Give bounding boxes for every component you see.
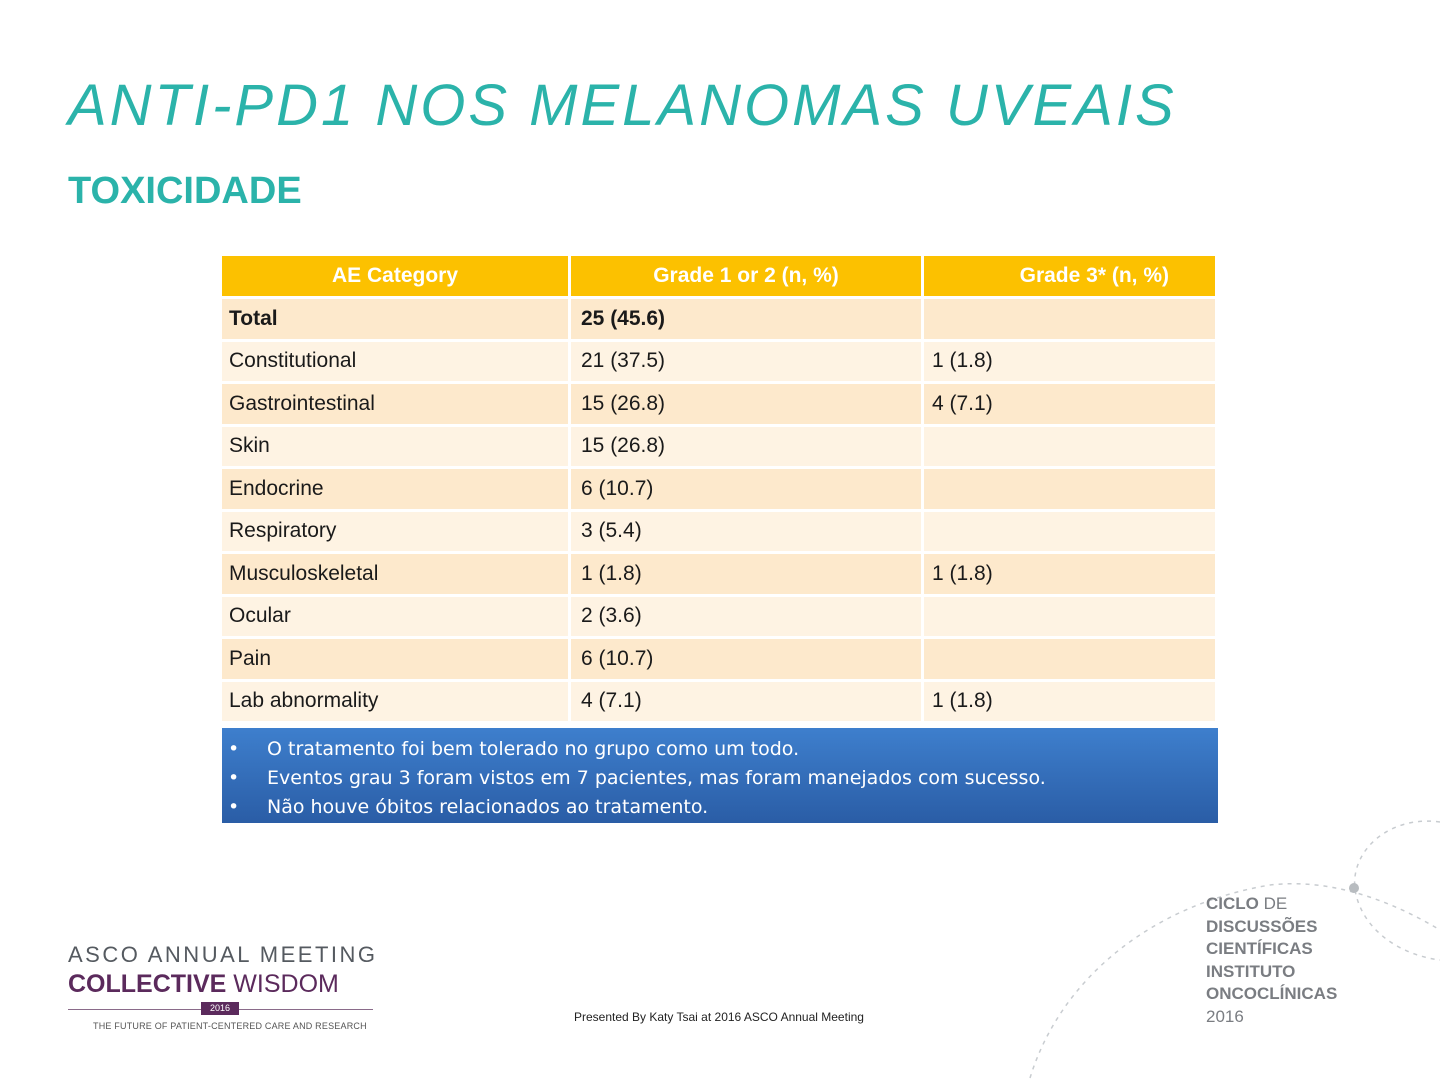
table-row: Musculoskeletal 1 (1.8) 1 (1.8) xyxy=(222,554,1218,597)
cell-grade-3: 1 (1.8) xyxy=(924,341,1218,384)
summary-bullet: O tratamento foi bem tolerado no grupo c… xyxy=(222,735,1218,764)
cell-grade-3 xyxy=(924,511,1218,554)
cell-grade-1-2: 3 (5.4) xyxy=(571,511,924,554)
asco-logo-year-band: 2016 xyxy=(68,1002,373,1016)
table-row: Endocrine 6 (10.7) xyxy=(222,469,1218,512)
table-row: Skin 15 (26.8) xyxy=(222,426,1218,469)
cell-grade-3 xyxy=(924,469,1218,512)
cell-grade-1-2: 15 (26.8) xyxy=(571,384,924,427)
cell-grade-3: 1 (1.8) xyxy=(924,681,1218,724)
cell-grade-1-2: 21 (37.5) xyxy=(571,341,924,384)
ciclo-line4: INSTITUTO xyxy=(1206,961,1296,981)
table-row: Respiratory 3 (5.4) xyxy=(222,511,1218,554)
cell-grade-1-2: 6 (10.7) xyxy=(571,639,924,682)
de-word: DE xyxy=(1263,894,1288,913)
ciclo-year: 2016 xyxy=(1206,1006,1244,1026)
cell-grade-3 xyxy=(924,299,1218,342)
presented-by: Presented By Katy Tsai at 2016 ASCO Annu… xyxy=(574,1010,864,1024)
header-grade-3: Grade 3* (n, %) xyxy=(924,256,1218,299)
decorative-dot xyxy=(1349,883,1359,893)
table-row: Gastrointestinal 15 (26.8) 4 (7.1) xyxy=(222,384,1218,427)
cell-grade-1-2: 6 (10.7) xyxy=(571,469,924,512)
cell-category: Constitutional xyxy=(222,341,571,384)
ciclo-line1: CICLO DE xyxy=(1206,893,1337,916)
cell-grade-3: 4 (7.1) xyxy=(924,384,1218,427)
cell-category: Endocrine xyxy=(222,469,571,512)
asco-logo-year: 2016 xyxy=(201,1002,239,1015)
cell-category: Musculoskeletal xyxy=(222,554,571,597)
cell-grade-1-2: 4 (7.1) xyxy=(571,681,924,724)
cell-grade-1-2: 15 (26.8) xyxy=(571,426,924,469)
asco-logo-line1: ASCO ANNUAL MEETING xyxy=(68,942,378,967)
cell-category: Total xyxy=(222,299,571,342)
cell-category: Pain xyxy=(222,639,571,682)
cell-grade-3 xyxy=(924,596,1218,639)
cell-category: Ocular xyxy=(222,596,571,639)
asco-logo: ASCO ANNUAL MEETING COLLECTIVE WISDOM 20… xyxy=(68,942,378,1031)
table-row: Pain 6 (10.7) xyxy=(222,639,1218,682)
summary-bullet: Eventos grau 3 foram vistos em 7 pacient… xyxy=(222,764,1218,793)
ciclo-line2: DISCUSSÕES xyxy=(1206,916,1318,936)
asco-logo-wisdom: WISDOM xyxy=(233,970,339,998)
asco-logo-tagline: THE FUTURE OF PATIENT-CENTERED CARE AND … xyxy=(93,1021,367,1031)
cell-grade-3 xyxy=(924,639,1218,682)
cell-grade-1-2: 25 (45.6) xyxy=(571,299,924,342)
table-row: Ocular 2 (3.6) xyxy=(222,596,1218,639)
cell-grade-3 xyxy=(924,426,1218,469)
asco-logo-collective: COLLECTIVE xyxy=(68,970,227,998)
ciclo-line3: CIENTÍFICAS xyxy=(1206,939,1313,958)
cell-category: Lab abnormality xyxy=(222,681,571,724)
cell-grade-1-2: 2 (3.6) xyxy=(571,596,924,639)
header-ae-category: AE Category xyxy=(222,256,571,299)
table-row: Constitutional 21 (37.5) 1 (1.8) xyxy=(222,341,1218,384)
toxicity-table: AE Category Grade 1 or 2 (n, %) Grade 3*… xyxy=(222,256,1218,724)
cell-category: Respiratory xyxy=(222,511,571,554)
oncoclinicas-logo: CICLO DE DISCUSSÕES CIENTÍFICAS INSTITUT… xyxy=(1206,893,1337,1028)
cell-category: Gastrointestinal xyxy=(222,384,571,427)
table-row: Lab abnormality 4 (7.1) 1 (1.8) xyxy=(222,681,1218,724)
ciclo-word: CICLO xyxy=(1206,894,1259,913)
cell-grade-3: 1 (1.8) xyxy=(924,554,1218,597)
cell-grade-1-2: 1 (1.8) xyxy=(571,554,924,597)
cell-category: Skin xyxy=(222,426,571,469)
asco-logo-line2: COLLECTIVE WISDOM xyxy=(68,970,373,999)
table-header-row: AE Category Grade 1 or 2 (n, %) Grade 3*… xyxy=(222,256,1218,299)
ciclo-line5: ONCOCLÍNICAS xyxy=(1206,984,1338,1003)
summary-bullet: Não houve óbitos relacionados ao tratame… xyxy=(222,793,1218,822)
table-row: Total 25 (45.6) xyxy=(222,299,1218,342)
slide-title: ANTI-PD1 NOS MELANOMAS UVEAIS xyxy=(68,73,1177,138)
summary-list: O tratamento foi bem tolerado no grupo c… xyxy=(222,728,1218,822)
header-grade-1-2: Grade 1 or 2 (n, %) xyxy=(571,256,924,299)
slide-subtitle: TOXICIDADE xyxy=(68,170,302,212)
summary-box: O tratamento foi bem tolerado no grupo c… xyxy=(222,728,1218,823)
